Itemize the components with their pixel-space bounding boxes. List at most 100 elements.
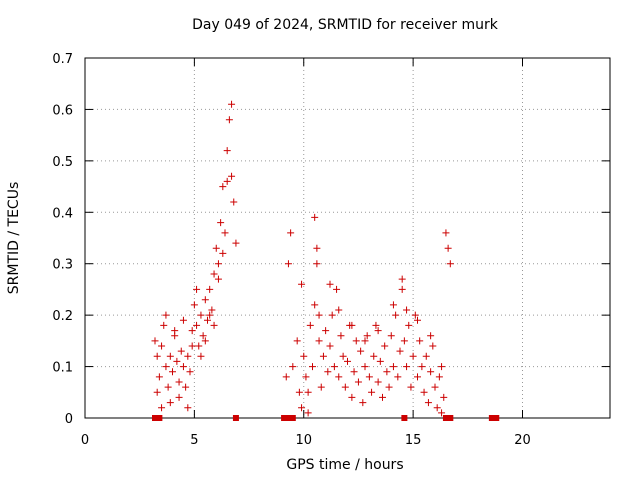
- data-point: [188, 342, 196, 350]
- data-point: [374, 378, 382, 386]
- data-point: [317, 383, 325, 391]
- data-point: [313, 244, 321, 252]
- plot-frame: [84, 57, 611, 419]
- data-point: [179, 363, 187, 371]
- data-point: [199, 332, 207, 340]
- data-point: [322, 327, 330, 335]
- data-point: [217, 219, 225, 227]
- data-point: [300, 352, 308, 360]
- data-point: [221, 229, 229, 237]
- data-point: [164, 383, 172, 391]
- data-point: [440, 393, 448, 401]
- data-point: [361, 363, 369, 371]
- data-point: [232, 239, 240, 247]
- data-point: [319, 352, 327, 360]
- data-point: [151, 337, 159, 345]
- data-point: [158, 342, 166, 350]
- data-point: [193, 321, 201, 329]
- data-point: [488, 415, 495, 421]
- data-point: [152, 415, 158, 421]
- data-point: [372, 321, 380, 329]
- data-point: [166, 352, 174, 360]
- data-point: [383, 368, 391, 376]
- data-point: [162, 363, 170, 371]
- data-point: [298, 280, 306, 288]
- data-point: [188, 327, 196, 335]
- data-point: [284, 260, 292, 268]
- data-point: [348, 321, 356, 329]
- data-point: [370, 352, 378, 360]
- data-series: [151, 100, 500, 421]
- data-point: [175, 378, 183, 386]
- data-point: [394, 373, 402, 381]
- data-point: [190, 301, 198, 309]
- data-point: [225, 116, 233, 124]
- x-tick-label: 20: [514, 433, 531, 448]
- data-point: [153, 352, 161, 360]
- y-tick-label: 0.6: [52, 103, 73, 118]
- data-point: [418, 363, 426, 371]
- data-point: [414, 316, 421, 324]
- data-point: [282, 373, 290, 381]
- data-point: [304, 409, 312, 417]
- data-point: [389, 363, 397, 371]
- y-tick-label: 0.7: [52, 52, 73, 67]
- data-point: [429, 342, 437, 350]
- data-point: [381, 342, 389, 350]
- data-point: [315, 311, 323, 319]
- data-point: [379, 393, 386, 401]
- data-point: [201, 296, 209, 304]
- data-point: [179, 316, 187, 324]
- data-point: [193, 285, 201, 293]
- data-point: [414, 373, 421, 381]
- data-point: [223, 147, 231, 155]
- data-point: [295, 388, 303, 396]
- data-point: [427, 332, 435, 340]
- data-point: [155, 373, 163, 381]
- data-point: [409, 352, 417, 360]
- data-point: [177, 347, 185, 355]
- data-point: [212, 244, 220, 252]
- data-point: [361, 337, 369, 345]
- data-point: [186, 368, 194, 376]
- data-point: [285, 415, 292, 421]
- data-point: [210, 321, 218, 329]
- data-point: [309, 363, 316, 371]
- data-point: [400, 337, 408, 345]
- data-point: [169, 368, 176, 376]
- data-point: [444, 244, 452, 252]
- data-point: [197, 352, 205, 360]
- data-point: [330, 363, 338, 371]
- data-point: [219, 249, 227, 257]
- data-point: [204, 316, 211, 324]
- data-point: [289, 415, 296, 421]
- data-point: [438, 409, 446, 417]
- data-point: [411, 311, 419, 319]
- data-point: [403, 306, 411, 314]
- data-point: [228, 172, 236, 180]
- data-point: [442, 229, 450, 237]
- data-point: [348, 393, 356, 401]
- x-tick-label: 0: [81, 433, 89, 448]
- data-point: [368, 388, 376, 396]
- data-point: [153, 388, 161, 396]
- data-point: [344, 357, 351, 365]
- data-point: [438, 363, 446, 371]
- data-point: [206, 285, 214, 293]
- data-point: [403, 363, 411, 371]
- data-point: [208, 306, 216, 314]
- y-tick-label: 0.3: [52, 258, 73, 273]
- data-point: [184, 404, 192, 412]
- data-point: [298, 404, 306, 412]
- data-point: [416, 337, 424, 345]
- data-point: [232, 415, 239, 421]
- data-point: [398, 275, 406, 283]
- data-point: [326, 342, 334, 350]
- y-tick-label: 0: [65, 412, 73, 427]
- chart-title: Day 049 of 2024, SRMTID for receiver mur…: [192, 17, 498, 33]
- data-point: [357, 347, 365, 355]
- data-point: [447, 415, 454, 421]
- data-point: [365, 373, 373, 381]
- data-point: [374, 327, 382, 335]
